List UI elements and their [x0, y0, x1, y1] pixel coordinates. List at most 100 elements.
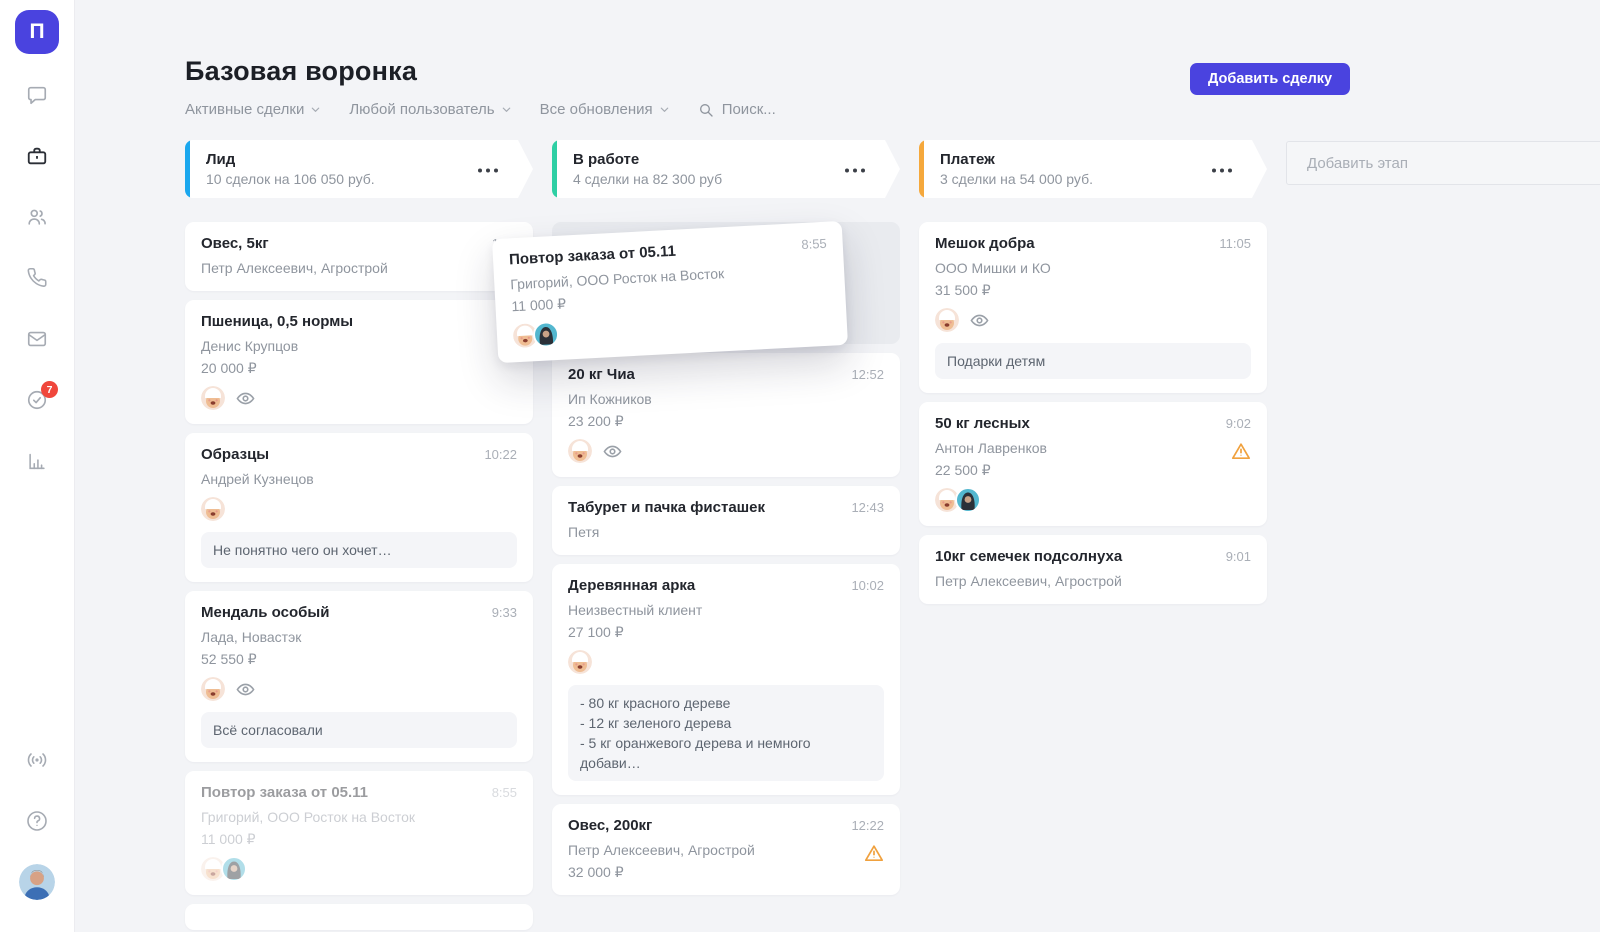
deal-card[interactable]: Мешок добра 11:05 ООО Мишки и КО 31 500 …: [919, 222, 1267, 393]
deal-price: 20 000 ₽: [201, 360, 257, 376]
ellipsis-icon: [477, 168, 499, 174]
deal-title: Мендаль особый: [201, 604, 330, 621]
column-summary: 10 сделок на 106 050 руб.: [206, 171, 375, 187]
deal-price: 11 000 ₽: [201, 831, 256, 847]
deal-title: Деревянная арка: [568, 577, 696, 594]
column-title: Платеж: [940, 151, 995, 168]
deal-price: 52 550 ₽: [201, 651, 257, 667]
deal-card[interactable]: Пшеница, 0,5 нормы 10 Денис Крупцов 20 0…: [185, 300, 533, 424]
deal-card[interactable]: Табурет и пачка фисташек 12:43 Петя: [552, 486, 900, 555]
column-title: В работе: [573, 151, 640, 168]
sidebar-item-tasks[interactable]: 7: [26, 381, 58, 411]
tasks-badge: 7: [41, 381, 58, 398]
deal-card[interactable]: 20 кг Чиа 12:52 Ип Кожников 23 200 ₽: [552, 353, 900, 477]
deal-title: Овес, 5кг: [201, 235, 269, 252]
app-logo[interactable]: П: [15, 10, 59, 54]
deal-client: Андрей Кузнецов: [201, 471, 314, 487]
column-menu-button[interactable]: [840, 158, 870, 181]
filter-deal-status[interactable]: Активные сделки: [185, 101, 321, 118]
deal-card-drag-source[interactable]: Повтор заказа от 05.11 8:55 Григорий, ОО…: [185, 771, 533, 895]
deal-title: 10кг семечек подсолнуха: [935, 548, 1123, 565]
deal-client: Петр Алексеевич, Агрострой: [201, 260, 388, 276]
column-summary: 4 сделки на 82 300 руб: [573, 171, 723, 187]
sidebar-item-stats[interactable]: [26, 450, 48, 472]
warning-icon: [864, 843, 884, 867]
note-line: - 80 кг красного дереве: [580, 695, 731, 711]
sidebar-item-contacts[interactable]: [26, 206, 48, 228]
search-input[interactable]: [721, 101, 832, 118]
deal-client: Петр Алексеевич, Агрострой: [568, 842, 755, 858]
ellipsis-icon: [844, 168, 866, 174]
assignee-avatar: [201, 497, 225, 521]
deal-time: 9:01: [1225, 549, 1251, 564]
sidebar-item-deals[interactable]: [26, 145, 48, 167]
column-summary: 3 сделки на 54 000 руб.: [940, 171, 1093, 187]
deal-note: Подарки детям: [935, 343, 1251, 379]
dragged-deal-card[interactable]: Повтор заказа от 05.11 8:55 Григорий, ОО…: [491, 220, 849, 364]
column-accent-bar: [552, 140, 557, 198]
column-menu-button[interactable]: [473, 158, 503, 181]
sidebar-item-calls[interactable]: [27, 267, 48, 288]
deal-card[interactable]: Мендаль особый 9:33 Лада, Новастэк 52 55…: [185, 591, 533, 762]
column-header[interactable]: Лид 10 сделок на 106 050 руб.: [185, 140, 533, 198]
filter-user[interactable]: Любой пользователь: [349, 101, 511, 118]
user-avatar[interactable]: [19, 864, 55, 900]
deal-price: 27 100 ₽: [568, 624, 624, 640]
deal-client: Ип Кожников: [568, 391, 652, 407]
deal-time: 12:52: [851, 367, 884, 382]
sidebar-item-help[interactable]: [25, 809, 49, 833]
deal-card[interactable]: Овес, 200кг 12:22 Петр Алексеевич, Агрос…: [552, 804, 900, 895]
filter-label: Любой пользователь: [349, 101, 495, 118]
sidebar: П 7: [0, 0, 75, 932]
deal-note: - 80 кг красного дереве - 12 кг зеленого…: [568, 685, 884, 781]
note-line: - 5 кг оранжевого дерева и немного добав…: [580, 735, 811, 771]
eye-icon: [969, 311, 990, 330]
ellipsis-icon: [1211, 168, 1233, 174]
sidebar-item-chats[interactable]: [26, 84, 48, 106]
filter-label: Все обновления: [539, 101, 653, 118]
app-logo-letter: П: [29, 20, 45, 43]
column-cards: Мешок добра 11:05 ООО Мишки и КО 31 500 …: [919, 222, 1267, 604]
column-title: Лид: [206, 151, 236, 168]
mail-icon: [27, 331, 47, 347]
phone-icon: [27, 267, 47, 287]
deal-title: Табурет и пачка фисташек: [568, 499, 766, 516]
sidebar-item-broadcast[interactable]: [25, 748, 49, 772]
search-box[interactable]: [698, 101, 832, 118]
deal-card[interactable]: 50 кг лесных 9:02 Антон Лавренков 22 500…: [919, 402, 1267, 526]
deal-time: 8:55: [800, 235, 828, 253]
deal-time: 12:43: [851, 500, 884, 515]
deal-note: Всё согласовали: [201, 712, 517, 748]
assignee-avatar: [568, 650, 592, 674]
column-accent-bar: [919, 140, 924, 198]
chat-icon: [27, 86, 47, 105]
deal-title: 50 кг лесных: [935, 415, 1030, 432]
deal-client: Денис Крупцов: [201, 338, 299, 354]
deal-time: 10:22: [484, 447, 517, 462]
column-lead: Лид 10 сделок на 106 050 руб. Овес, 5кг …: [185, 140, 533, 930]
deal-title: Пшеница, 0,5 нормы: [201, 313, 354, 330]
assignee-avatar: [955, 487, 981, 513]
deal-card-clipped[interactable]: [185, 904, 533, 930]
deal-title: Мешок добра: [935, 235, 1035, 252]
eye-icon: [235, 680, 256, 699]
add-deal-button[interactable]: Добавить сделку: [1190, 63, 1351, 95]
filter-label: Активные сделки: [185, 101, 305, 118]
column-menu-button[interactable]: [1207, 158, 1237, 181]
column-header[interactable]: Платеж 3 сделки на 54 000 руб.: [919, 140, 1267, 198]
deal-card[interactable]: 10кг семечек подсолнуха 9:01 Петр Алексе…: [919, 535, 1267, 604]
deal-card[interactable]: Овес, 5кг 12:0 Петр Алексеевич, Агростро…: [185, 222, 533, 291]
deal-card[interactable]: Образцы 10:22 Андрей Кузнецов Не понятно…: [185, 433, 533, 582]
add-stage-input[interactable]: [1286, 141, 1600, 185]
filter-updates[interactable]: Все обновления: [540, 101, 670, 118]
eye-icon: [235, 389, 256, 408]
column-header[interactable]: В работе 4 сделки на 82 300 руб: [552, 140, 900, 198]
sidebar-item-mail[interactable]: [26, 328, 48, 350]
deal-client: Лада, Новастэк: [201, 629, 302, 645]
deal-title: Образцы: [201, 446, 270, 463]
deal-card[interactable]: Деревянная арка 10:02 Неизвестный клиент…: [552, 564, 900, 795]
note-line: - 12 кг зеленого дерева: [580, 715, 732, 731]
check-circle-icon: [27, 390, 47, 410]
column-accent-bar: [185, 140, 190, 198]
help-icon: [27, 811, 47, 831]
